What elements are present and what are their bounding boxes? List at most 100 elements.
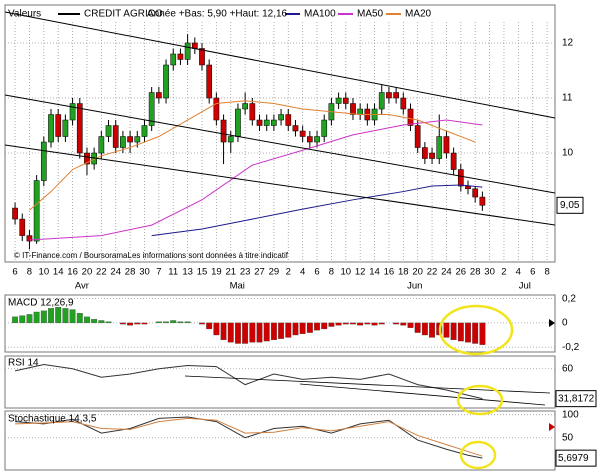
y-tick-label: 60 [562, 363, 574, 374]
month-label: Jun [407, 281, 422, 292]
bar [292, 322, 299, 336]
y-tick-label: 50 [562, 432, 574, 443]
legend-label: MA50 [357, 9, 384, 20]
bar [163, 321, 169, 324]
candle-body [120, 136, 126, 148]
month-label: Mai [230, 281, 245, 292]
candle-body [177, 53, 184, 60]
candle-body [84, 152, 90, 165]
bar [199, 322, 205, 325]
trend-line [4, 94, 556, 194]
x-tick-label: 22 [96, 267, 107, 278]
x-tick-label: 28 [470, 267, 481, 278]
bar [479, 322, 486, 345]
candle-body [19, 218, 26, 236]
x-tick-label: 8 [27, 267, 32, 278]
candle-body [306, 136, 313, 143]
panel-title: Stochastique 14,3,5 [8, 414, 97, 425]
value-label-box [555, 449, 597, 467]
bar [177, 321, 184, 324]
candle-body [414, 125, 421, 148]
last-price-box [556, 196, 584, 214]
bar [26, 314, 33, 324]
candle-body [98, 136, 105, 154]
bar [364, 322, 371, 325]
candle-body [335, 97, 342, 104]
candle-body [184, 42, 191, 60]
x-tick-label: 4 [300, 267, 305, 278]
bar [249, 322, 256, 343]
bar [234, 322, 241, 344]
trend-line [4, 144, 556, 226]
candle-body [227, 136, 234, 143]
bar [371, 322, 378, 326]
rsi-trend-line [184, 375, 551, 394]
bar [472, 322, 479, 344]
candle-body [400, 97, 407, 110]
last-price-label: 9,05 [560, 200, 580, 211]
x-tick-label: 16 [67, 267, 78, 278]
x-tick-label: 6 [314, 267, 319, 278]
bar [378, 322, 385, 325]
x-tick-label: 15 [197, 267, 208, 278]
bar [141, 322, 148, 325]
candle-body [206, 64, 213, 99]
candle-body [321, 119, 328, 137]
candle-body [235, 108, 241, 137]
panel-title: MACD 12,26,9 [8, 298, 74, 309]
moving-average [151, 184, 483, 237]
bar [321, 322, 328, 330]
x-tick-label: 12 [355, 267, 366, 278]
x-tick-label: 8 [544, 267, 549, 278]
candle-body [199, 48, 205, 66]
y-tick-label: 12 [562, 38, 574, 49]
candle-body [357, 108, 364, 115]
panel-title: RSI 14 [8, 358, 39, 369]
subtitle: Année +Bas: 5,90 +Haut: 12,16 [147, 9, 288, 20]
candle-body [378, 92, 385, 110]
candle-body [26, 235, 33, 242]
candle-body [472, 188, 479, 198]
bar [342, 322, 349, 325]
bar [55, 306, 62, 324]
legend-label: MA20 [405, 9, 432, 20]
bar [227, 322, 234, 343]
bar [270, 322, 277, 341]
moving-average [29, 100, 476, 211]
bar [306, 322, 313, 333]
legend-label: CREDIT AGRICO [84, 9, 163, 20]
value-label: 31,8172 [558, 393, 595, 404]
bar [220, 322, 227, 341]
x-tick-label: 22 [427, 267, 438, 278]
x-tick-label: 28 [125, 267, 136, 278]
x-tick-label: 30 [139, 267, 150, 278]
candle-body [48, 114, 54, 143]
x-tick-label: 11 [168, 267, 178, 278]
x-tick-label: 6 [12, 267, 17, 278]
bar [285, 322, 292, 338]
bar [421, 322, 428, 336]
bar [213, 322, 220, 336]
bar [91, 319, 98, 324]
candle-body [105, 125, 112, 137]
candle-body [443, 136, 450, 154]
candle-body [350, 103, 356, 115]
bar [170, 320, 177, 324]
bar [400, 322, 407, 326]
y-tick-label: 11 [562, 93, 573, 104]
bar [314, 322, 320, 331]
bar [278, 322, 285, 339]
bar [48, 308, 54, 324]
x-tick-label: 16 [384, 267, 395, 278]
bar [127, 322, 134, 326]
rsi-panel [4, 355, 556, 409]
y-tick-label: 100 [562, 409, 579, 420]
candle-body [249, 103, 256, 121]
x-tick-label: 24 [110, 267, 121, 278]
candle-body [170, 53, 177, 66]
candle-body [242, 103, 248, 110]
bar [184, 321, 191, 324]
bar [350, 322, 356, 325]
